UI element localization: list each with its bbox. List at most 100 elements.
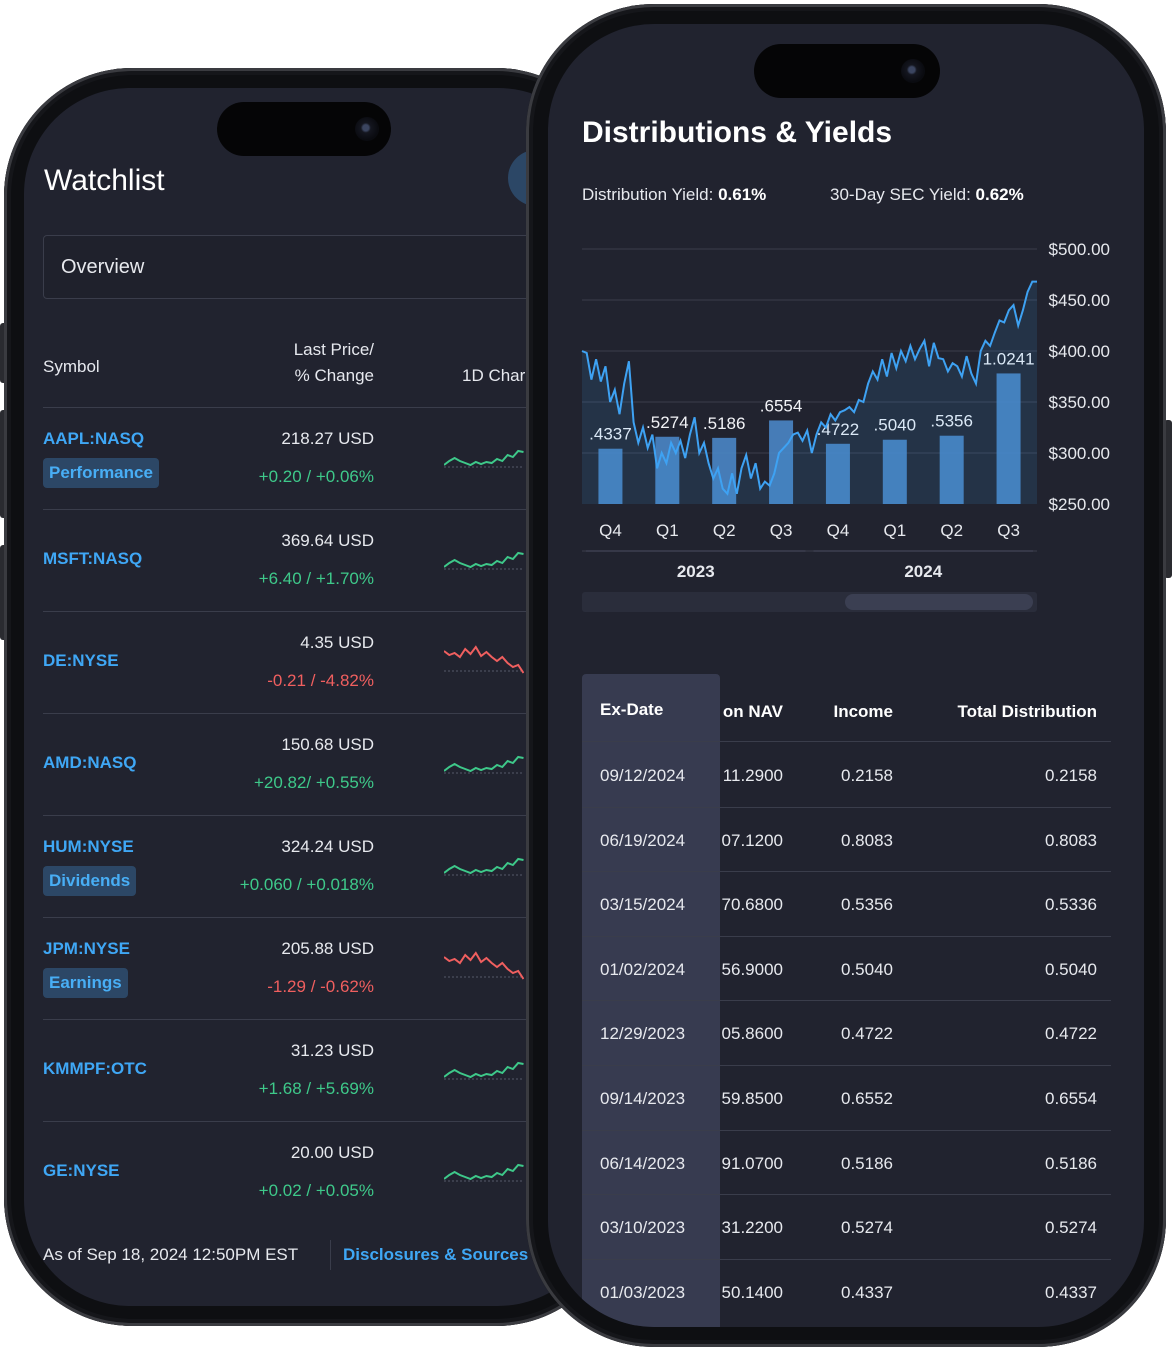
y-tick-label: $450.00: [1049, 291, 1110, 310]
bar-value-label: .5356: [930, 412, 973, 431]
sparkline-chart: [444, 1061, 524, 1080]
watchlist-row[interactable]: HUM:NYSE Dividends 324.24 USD +0.060 / +0.0…: [24, 815, 604, 917]
table-cell-2: 0.5274: [841, 1218, 893, 1237]
row-tag[interactable]: Earnings: [43, 968, 128, 998]
table-cell-2: 0.2158: [841, 766, 893, 785]
table-cell-0: 06/14/2023: [600, 1154, 686, 1173]
table-cell-2: 0.5356: [841, 895, 893, 914]
row-price: 369.64 USD: [281, 531, 374, 550]
column-header-chart[interactable]: 1D Char: [462, 366, 526, 385]
sparkline-line: [444, 1061, 524, 1079]
row-price: 31.23 USD: [290, 1041, 374, 1060]
table-row: 01/02/2024 56.9000 0.5040 0.5040: [548, 936, 1144, 1001]
row-divider: [582, 1259, 1111, 1260]
view-dropdown-value: Overview: [61, 256, 145, 278]
distribution-chart: $500.00 $450.00 $400.00 $350.00 $300.00 $250.…: [581, 240, 1110, 581]
table-cell-2: 0.5040: [841, 960, 893, 979]
sec-yield-value: 0.62%: [975, 185, 1024, 204]
table-row: 09/14/2023 59.8500 0.6552 0.6554: [548, 1065, 1144, 1130]
page-title: Watchlist: [44, 164, 165, 197]
table-cell-0: 01/03/2023: [600, 1283, 686, 1302]
chart-scrollbar-thumb[interactable]: [845, 594, 1033, 610]
watchlist-row[interactable]: DE:NYSE 4.35 USD -0.21 / -4.82%: [24, 611, 604, 713]
camera-icon: [901, 59, 925, 83]
header-divider: [582, 741, 1111, 742]
table-cell-1: 31.2200: [721, 1218, 783, 1237]
table-row: 12/29/2023 05.8600 0.4722 0.4722: [548, 1000, 1144, 1065]
right-phone: Distributions & Yields Distribution Yiel…: [526, 4, 1166, 1347]
camera-icon: [355, 117, 379, 141]
sparkline-chart: [444, 951, 524, 980]
table-cell-3: 0.5040: [1045, 960, 1097, 979]
row-tag[interactable]: Performance: [43, 458, 159, 488]
table-cell-1: 56.9000: [721, 960, 783, 979]
table-cell-2: 0.4337: [841, 1283, 893, 1302]
row-symbol[interactable]: JPM:NYSE: [43, 939, 130, 958]
table-cell-3: 0.5336: [1045, 895, 1097, 914]
table-row: 06/19/2024 07.1200 0.8083 0.8083: [548, 807, 1144, 872]
row-divider: [582, 1065, 1111, 1066]
row-change: +6.40 / +1.70%: [258, 569, 374, 588]
table-cell-0: 01/02/2024: [600, 960, 686, 979]
x-tick-label: Q2: [940, 521, 963, 540]
sparkline-chart: [444, 755, 524, 774]
table-header-0[interactable]: Ex-Date: [600, 700, 664, 719]
row-change: -1.29 / -0.62%: [267, 977, 374, 996]
row-tag[interactable]: Dividends: [43, 866, 137, 896]
distributions-screen: Distributions & Yields Distribution Yiel…: [548, 24, 1144, 1327]
disclosures-link[interactable]: Disclosures & Sources: [343, 1245, 529, 1264]
table-cell-3: 0.2158: [1045, 766, 1097, 785]
row-divider: [43, 1121, 583, 1122]
view-dropdown[interactable]: Overview: [43, 235, 585, 299]
watchlist-row[interactable]: AAPL:NASQ Performance 218.27 USD +0.20 / +0…: [24, 407, 604, 509]
watchlist-screen: Watchlist Overview Symbol Last Price/ % …: [24, 88, 604, 1306]
watchlist-row[interactable]: MSFT:NASQ 369.64 USD +6.40 / +1.70%: [24, 509, 604, 611]
row-price: 324.24 USD: [281, 837, 374, 856]
row-symbol[interactable]: DE:NYSE: [43, 651, 119, 670]
column-header-price[interactable]: Last Price/: [293, 340, 374, 359]
x-tick-label: Q4: [599, 521, 622, 540]
column-header-change[interactable]: % Change: [294, 366, 374, 385]
x-tick-label: Q1: [656, 521, 679, 540]
watchlist-row[interactable]: AMD:NASQ 150.68 USD +20.82/ +0.55%: [24, 713, 604, 815]
y-tick-label: $500.00: [1049, 240, 1110, 259]
side-button: [1164, 420, 1172, 578]
column-header-symbol[interactable]: Symbol: [43, 357, 100, 376]
bar-value-label: 1.0241: [983, 349, 1035, 368]
sparkline-line: [444, 1163, 524, 1181]
x-tick-label: Q3: [770, 521, 793, 540]
table-cell-2: 0.5186: [841, 1154, 893, 1173]
row-symbol[interactable]: GE:NYSE: [43, 1161, 120, 1180]
sparkline-chart: [444, 1163, 524, 1182]
row-price: 20.00 USD: [290, 1143, 374, 1162]
row-symbol[interactable]: MSFT:NASQ: [43, 549, 143, 568]
sparkline-line: [444, 645, 524, 674]
table-header-3[interactable]: Total Distribution: [957, 702, 1097, 721]
footer-divider: [330, 1240, 331, 1270]
row-symbol[interactable]: HUM:NYSE: [43, 837, 134, 856]
table-cell-1: 59.8500: [721, 1089, 783, 1108]
distribution-yield-value: 0.61%: [718, 185, 767, 204]
table-cell-1: 11.2900: [722, 766, 783, 785]
table-header-2[interactable]: Income: [833, 702, 893, 721]
row-symbol[interactable]: AAPL:NASQ: [43, 429, 145, 448]
price-area: [582, 281, 1037, 504]
year-label: 2023: [677, 562, 715, 581]
watchlist-row[interactable]: JPM:NYSE Earnings 205.88 USD -1.29 / -0.62%: [24, 917, 604, 1019]
row-divider: [582, 807, 1111, 808]
row-change: +1.68 / +5.69%: [258, 1079, 374, 1098]
row-symbol[interactable]: KMMPF:OTC: [43, 1059, 147, 1078]
sparkline-line: [444, 755, 524, 773]
bar-value-label: .4337: [589, 425, 632, 444]
watchlist-row[interactable]: KMMPF:OTC 31.23 USD +1.68 / +5.69%: [24, 1019, 604, 1121]
row-change: +0.20 / +0.06%: [258, 467, 374, 486]
row-symbol[interactable]: AMD:NASQ: [43, 753, 137, 772]
price-line: [581, 280, 1037, 496]
distribution-yield-label: Distribution Yield:: [582, 185, 714, 204]
row-change: +20.82/ +0.55%: [253, 773, 374, 792]
table-cell-1: 91.0700: [721, 1154, 783, 1173]
watchlist-row[interactable]: GE:NYSE 20.00 USD +0.02 / +0.05%: [24, 1121, 604, 1223]
sparkline-chart: [444, 645, 524, 674]
table-header-1[interactable]: on NAV: [722, 702, 783, 721]
table-cell-0: 03/15/2024: [600, 895, 686, 914]
